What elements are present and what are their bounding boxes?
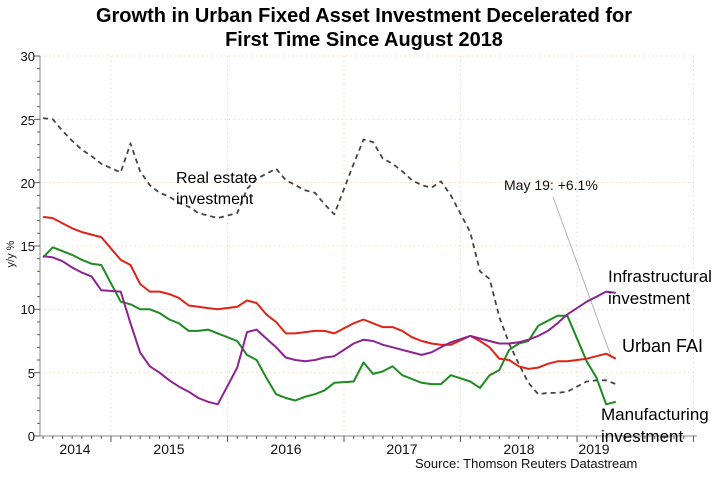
series-label-manufacturing-investment: Manufacturing investment: [601, 405, 709, 446]
y-tick-label-20: 20: [20, 176, 35, 191]
series-label-infrastructural-investment: Infrastructural investment: [608, 267, 712, 308]
series-label-urban-fai: Urban FAI: [622, 336, 704, 356]
x-tick-label-2017: 2017: [386, 441, 418, 457]
x-tick-label-2014: 2014: [59, 441, 91, 457]
series-line-infrastructural-investment: [42, 255, 616, 406]
series-line-real-estate-investment: [42, 117, 617, 396]
y-tick-label-10: 10: [20, 302, 35, 317]
y-axis-title: y/y %: [5, 240, 17, 268]
y-tick-label-0: 0: [27, 429, 35, 444]
y-tick-label-5: 5: [27, 366, 35, 381]
series-label-real-estate-investment: Real estate investment: [176, 170, 257, 208]
y-tick-label-30: 30: [20, 49, 35, 64]
chart-title-line1: Growth in Urban Fixed Asset Investment D…: [95, 5, 633, 27]
x-tick-label-2015: 2015: [153, 441, 185, 457]
y-tick-label-25: 25: [20, 113, 35, 128]
series-line-urban-fai: [42, 215, 617, 370]
chart-title: Growth in Urban Fixed Asset Investment D…: [0, 4, 728, 52]
y-tick-label-15: 15: [20, 239, 35, 254]
x-tick-label-2018: 2018: [503, 441, 535, 457]
annotation-leader-line: [552, 196, 612, 357]
x-tick-label-2019: 2019: [578, 441, 610, 457]
source-credit: Source: Thomson Reuters Datastream: [415, 456, 638, 471]
x-tick-label-2016: 2016: [270, 441, 302, 457]
series-line-manufacturing-investment: [42, 246, 617, 406]
annotation-may19-value: May 19: +6.1%: [504, 177, 598, 193]
chart-title-line2: First Time Since August 2018: [225, 29, 503, 51]
